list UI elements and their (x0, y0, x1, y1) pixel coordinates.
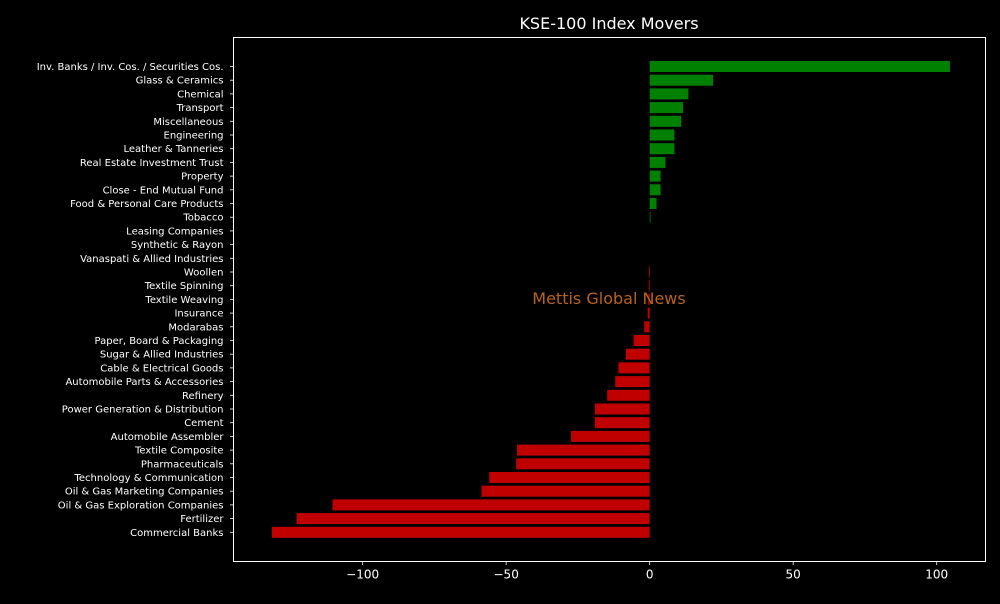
bar-8 (649, 170, 661, 182)
category-label-20: Paper, Board & Packaging (95, 336, 224, 347)
bars-layer (271, 61, 950, 538)
bar-18 (647, 307, 650, 319)
bar-26 (594, 417, 650, 429)
chart-title: KSE-100 Index Movers (519, 14, 698, 33)
x-tick-label-0: −100 (346, 568, 379, 582)
bar-21 (625, 348, 650, 360)
bar-20 (633, 335, 650, 346)
bar-7 (649, 156, 666, 168)
category-labels: Inv. Banks / Inv. Cos. / Securities Cos.… (37, 62, 234, 539)
bar-28 (517, 444, 650, 456)
category-label-15: Woollen (184, 268, 224, 279)
bar-27 (571, 430, 650, 442)
bar-32 (332, 499, 650, 511)
category-label-16: Textile Spinning (144, 281, 224, 292)
category-label-3: Transport (176, 103, 224, 114)
bar-15 (648, 266, 650, 278)
category-label-29: Pharmaceuticals (141, 459, 224, 470)
category-label-19: Modarabas (168, 322, 223, 333)
bar-0 (649, 61, 950, 72)
plot-frame (233, 37, 986, 562)
bar-29 (516, 458, 650, 470)
bar-2 (649, 88, 689, 100)
category-label-14: Vanaspati & Allied Industries (80, 254, 223, 265)
category-label-8: Property (181, 172, 223, 183)
bar-33 (296, 513, 650, 525)
category-label-5: Engineering (164, 131, 224, 142)
category-label-25: Power Generation & Distribution (62, 405, 224, 416)
x-tick-label-2: 0 (646, 568, 654, 582)
bar-3 (649, 102, 683, 114)
category-label-2: Chemical (177, 89, 223, 100)
bar-16 (648, 280, 650, 292)
category-label-30: Technology & Communication (74, 473, 224, 484)
bar-9 (649, 184, 661, 196)
category-label-11: Tobacco (182, 213, 223, 224)
bar-11 (649, 211, 651, 223)
watermark-text: Mettis Global News (532, 289, 685, 308)
bar-30 (489, 472, 650, 483)
category-label-26: Cement (184, 418, 223, 429)
category-label-12: Leasing Companies (126, 226, 223, 237)
bar-34 (271, 526, 650, 538)
bar-10 (649, 198, 657, 209)
x-tick-label-4: 100 (925, 568, 948, 582)
bar-4 (649, 115, 682, 127)
category-label-13: Synthetic & Rayon (131, 240, 224, 251)
category-label-21: Sugar & Allied Industries (100, 350, 224, 361)
x-tick-label-3: 50 (786, 568, 801, 582)
category-label-0: Inv. Banks / Inv. Cos. / Securities Cos. (37, 62, 224, 73)
bar-25 (594, 403, 650, 415)
category-label-17: Textile Weaving (144, 295, 223, 306)
bar-6 (649, 143, 675, 155)
bar-17 (648, 293, 650, 305)
bar-19 (644, 321, 650, 333)
category-label-33: Fertilizer (180, 514, 224, 525)
x-tick-label-1: −50 (494, 568, 519, 582)
category-label-27: Automobile Assembler (111, 432, 225, 443)
category-label-24: Refinery (182, 391, 224, 402)
category-label-6: Leather & Tanneries (123, 144, 223, 155)
category-label-34: Commercial Banks (130, 528, 223, 539)
category-label-23: Automobile Parts & Accessories (65, 377, 223, 388)
category-label-32: Oil & Gas Exploration Companies (58, 500, 224, 511)
bar-1 (649, 74, 714, 86)
bar-22 (618, 362, 650, 374)
bar-24 (607, 389, 650, 401)
x-axis-ticks: −100 −50 0 50 100 (346, 561, 948, 582)
bar-5 (649, 129, 675, 141)
category-label-10: Food & Personal Care Products (70, 199, 223, 210)
category-label-1: Glass & Ceramics (136, 76, 224, 87)
category-label-4: Miscellaneous (153, 117, 223, 128)
bar-31 (481, 485, 650, 497)
bar-23 (615, 376, 650, 388)
category-label-7: Real Estate Investment Trust (80, 158, 224, 169)
category-label-28: Textile Composite (134, 446, 223, 457)
category-label-18: Insurance (174, 309, 223, 320)
category-label-22: Cable & Electrical Goods (100, 363, 223, 374)
category-label-9: Close - End Mutual Fund (103, 185, 224, 196)
category-label-31: Oil & Gas Marketing Companies (65, 487, 224, 498)
